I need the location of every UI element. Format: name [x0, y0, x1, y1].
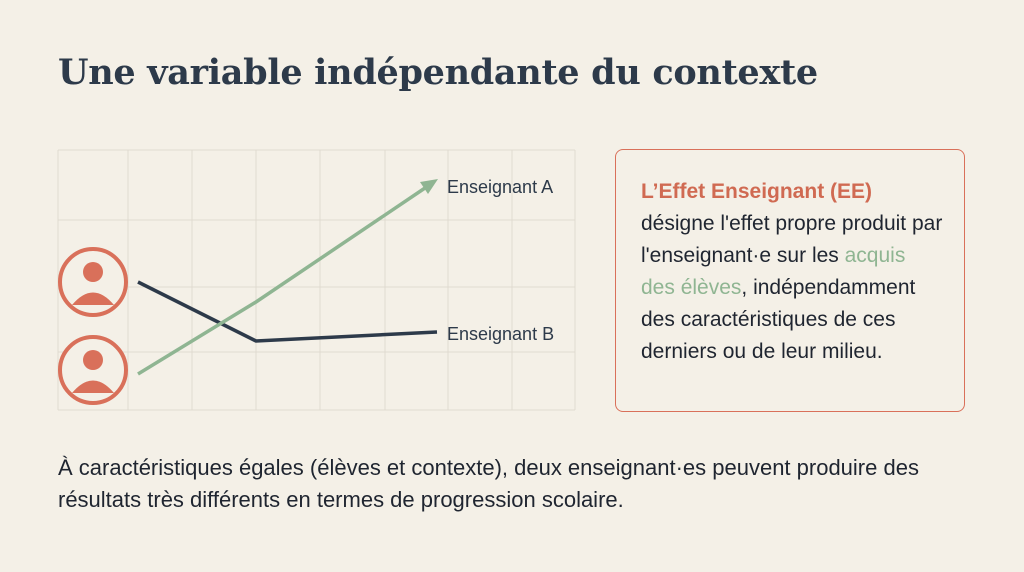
- student-icon: [58, 335, 128, 405]
- arrow-head: [420, 179, 438, 194]
- title: Une variable indépendante du contexte: [58, 52, 818, 93]
- highlight: acquis des élèves: [641, 244, 906, 299]
- definition-text: désigne l'effet propre produit par l'ens…: [641, 212, 943, 267]
- definition-text: , indépendamment des caractéristiques de…: [641, 276, 916, 363]
- term: L’Effet Enseignant (EE): [641, 180, 873, 203]
- footer: À caractéristiques égales (élèves et con…: [58, 455, 919, 512]
- line-b: [137, 280, 438, 343]
- definition-box: L’Effet Enseignant (EE) désigne l'effet …: [615, 149, 965, 412]
- line-a: [137, 186, 426, 376]
- line-label: Enseignant A: [447, 177, 553, 197]
- line-label: Enseignant B: [447, 324, 554, 344]
- grid: [57, 149, 576, 411]
- student-icon: [58, 247, 128, 317]
